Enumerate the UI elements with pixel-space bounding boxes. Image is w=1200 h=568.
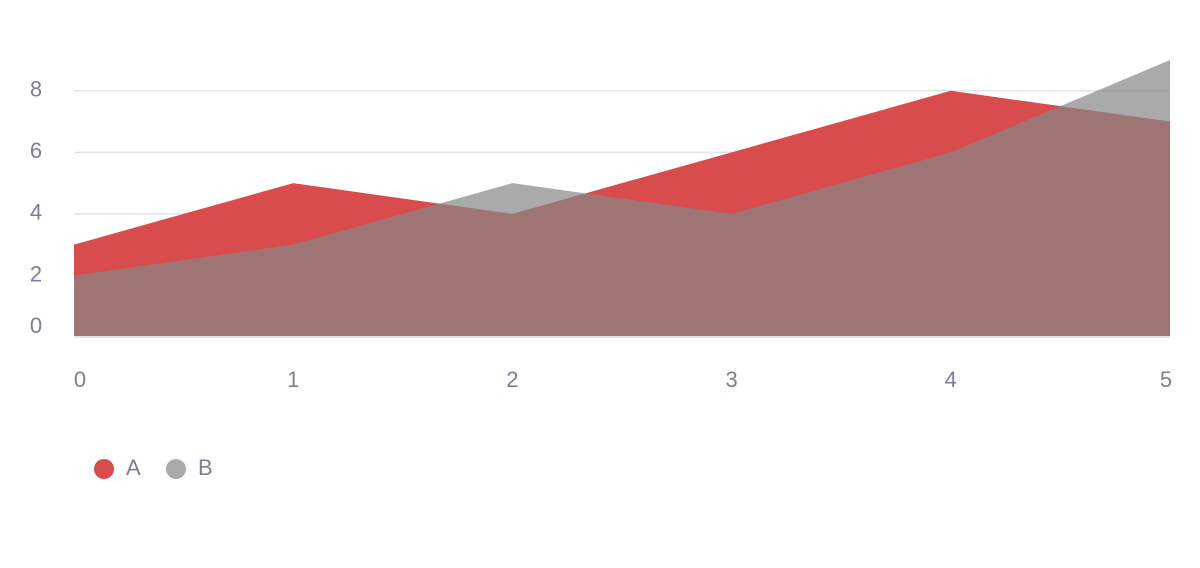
area	[74, 60, 1170, 337]
legend-marker	[166, 459, 186, 479]
x-tick-label: 4	[945, 367, 957, 392]
x-tick-label: 0	[74, 367, 86, 392]
y-tick-label: 6	[30, 138, 42, 163]
y-tick-label: 2	[30, 261, 42, 286]
y-tick-label: 8	[30, 77, 42, 102]
legend-label: B	[198, 455, 213, 480]
x-tick-label: 5	[1160, 367, 1172, 392]
legend-label: A	[126, 455, 141, 480]
x-tick-label: 2	[506, 367, 518, 392]
y-tick-label: 4	[30, 200, 42, 225]
x-tick-label: 1	[287, 367, 299, 392]
y-tick-label: 0	[30, 313, 42, 338]
x-tick-label: 3	[725, 367, 737, 392]
legend-marker	[94, 459, 114, 479]
